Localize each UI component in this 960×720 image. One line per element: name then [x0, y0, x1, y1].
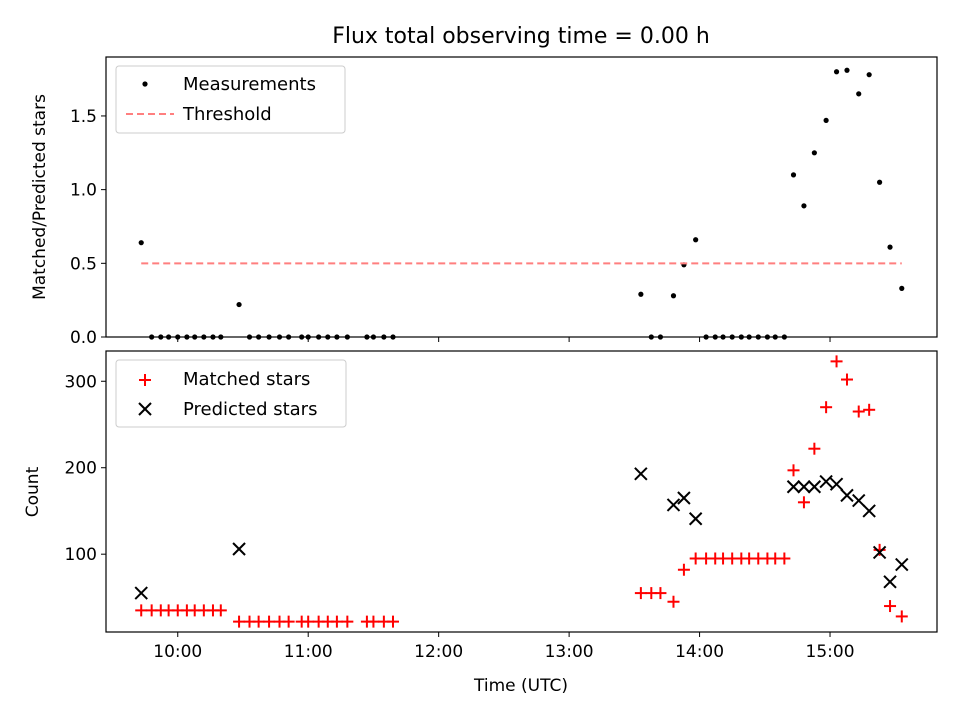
legend-predicted-label: Predicted stars	[183, 399, 317, 420]
predicted-star-point	[840, 488, 854, 503]
top-legend-box	[115, 65, 346, 134]
measurement-point	[693, 237, 699, 243]
top-y-ticks: 0.0 0.5 1.0 1.5	[70, 107, 106, 348]
measurement-point	[236, 301, 242, 308]
top-legend: Measurements Threshold	[115, 65, 346, 134]
predicted-star-point	[895, 557, 909, 572]
predicted-star-point	[232, 542, 246, 556]
measurement-point	[866, 72, 872, 78]
bottom-panel: 100 200 300 10:00 11:00 12:00 13:00 14:00 15:00…	[23, 350, 938, 696]
predicted-star-point	[883, 575, 897, 589]
predicted-star-point	[872, 545, 887, 560]
bottom-plot-area	[134, 355, 909, 628]
matched-star-point	[787, 464, 800, 477]
bottom-y-axis-label: Count	[23, 466, 43, 517]
matched-star-point	[840, 373, 853, 386]
matched-star-point	[797, 496, 810, 509]
matched-star-point	[808, 442, 821, 455]
matched-star-point	[233, 615, 246, 628]
legend-matched-label: Matched stars	[183, 369, 310, 390]
y-tick-label: 300	[65, 372, 97, 392]
matched-star-point	[884, 600, 897, 613]
predicted-star-point	[677, 491, 691, 505]
measurement-point	[844, 67, 850, 73]
matched-star-point	[252, 615, 265, 628]
measurement-point	[811, 150, 817, 156]
matched-star-point	[634, 587, 647, 600]
chart-title: Flux total observing time = 0.00 h	[332, 24, 710, 49]
matched-star-point	[367, 615, 380, 628]
top-panel: 0.0 0.5 1.0 1.5 Matched/Predicted stars Mea…	[30, 56, 938, 348]
y-tick-label: 1.5	[70, 107, 97, 127]
matched-star-point	[863, 403, 876, 416]
x-tick-label: 12:00	[414, 642, 463, 662]
measurement-point	[823, 117, 829, 123]
legend-measurements-marker	[142, 81, 148, 87]
x-axis-label: Time (UTC)	[473, 676, 568, 696]
matched-star-point	[830, 355, 843, 368]
matched-star-point	[689, 552, 702, 565]
top-plot-area	[138, 67, 905, 340]
legend-predicted-marker	[138, 402, 152, 416]
predicted-star-point	[666, 498, 681, 512]
legend-matched-marker	[139, 374, 151, 386]
predicted-star-point	[134, 586, 148, 600]
matched-star-point	[387, 615, 400, 628]
predicted-star-point	[862, 504, 876, 518]
matched-star-point	[341, 615, 354, 628]
measurement-point	[670, 293, 677, 299]
matched-star-point	[654, 587, 667, 600]
top-axes-frame	[105, 56, 938, 338]
x-tick-label: 11:00	[284, 642, 333, 662]
predicted-star-point	[688, 512, 703, 526]
matched-star-point	[677, 563, 690, 576]
y-tick-label: 0.0	[70, 328, 97, 348]
measurement-point	[887, 244, 893, 250]
x-tick-label: 15:00	[806, 642, 855, 662]
predicted-star-point	[819, 474, 833, 489]
predicted-star-point	[786, 480, 801, 494]
predicted-star-point	[634, 467, 648, 481]
measurement-point	[856, 91, 862, 97]
top-y-axis-label: Matched/Predicted stars	[30, 94, 50, 300]
measurement-point	[138, 240, 144, 246]
matched-star-point	[214, 604, 227, 617]
measurement-point	[899, 285, 905, 291]
y-tick-label: 1.0	[70, 181, 97, 201]
matched-star-point	[852, 405, 865, 418]
bottom-legend: Matched stars Predicted stars	[115, 359, 347, 428]
predicted-star-point	[797, 480, 811, 494]
y-tick-label: 200	[65, 459, 97, 479]
predicted-star-point	[807, 480, 822, 494]
bottom-axes-frame	[105, 350, 938, 633]
matched-star-point	[820, 401, 833, 414]
bottom-y-ticks: 100 200 300	[65, 372, 106, 565]
measurement-point	[790, 172, 797, 178]
predicted-star-point	[829, 477, 844, 491]
matched-star-point	[778, 552, 791, 565]
measurement-point	[638, 291, 644, 297]
matched-star-point	[302, 615, 315, 628]
measurement-point	[833, 69, 840, 75]
matched-star-point	[667, 595, 680, 608]
x-tick-label: 10:00	[153, 642, 202, 662]
predicted-star-point	[852, 493, 866, 508]
matched-star-point	[895, 610, 908, 623]
matched-star-point	[330, 615, 343, 628]
measurement-point	[801, 203, 807, 209]
x-tick-label: 14:00	[675, 642, 724, 662]
measurement-point	[876, 179, 883, 185]
y-tick-label: 100	[65, 545, 97, 565]
y-tick-label: 0.5	[70, 254, 97, 274]
matched-star-point	[135, 604, 148, 617]
bottom-legend-box	[115, 359, 347, 428]
bottom-x-ticks: 10:00 11:00 12:00 13:00 14:00 15:00	[153, 632, 855, 662]
top-x-ticks	[177, 337, 831, 342]
matched-star-point	[282, 615, 295, 628]
matched-star-point	[263, 615, 276, 628]
x-tick-label: 13:00	[545, 642, 594, 662]
legend-measurements-label: Measurements	[183, 74, 316, 95]
legend-threshold-label: Threshold	[182, 104, 272, 125]
